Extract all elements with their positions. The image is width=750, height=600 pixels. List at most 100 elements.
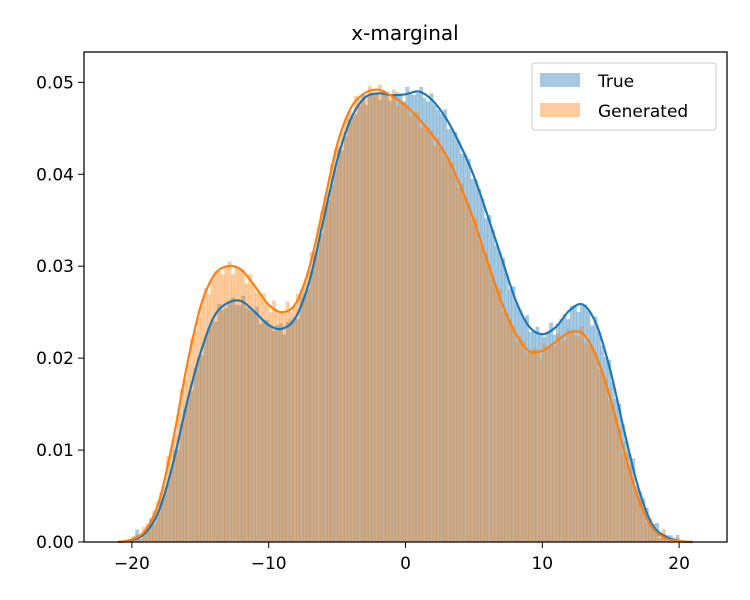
hist-bar-true-122 <box>549 322 553 542</box>
hist-bar-generated-106 <box>494 287 499 542</box>
hist-bar-generated-56 <box>323 196 328 542</box>
legend: True Generated <box>531 62 717 131</box>
hist-bar-generated-57 <box>326 190 331 542</box>
hist-bar-true-75 <box>388 100 393 543</box>
hist-bar-generated-5 <box>148 524 153 542</box>
hist-bar-true-52 <box>309 271 314 542</box>
y-tick-label-0: 0.00 <box>36 533 74 553</box>
hist-bar-generated-2 <box>138 539 143 542</box>
hist-bar-generated-6 <box>152 510 157 542</box>
hist-bar-true-123 <box>552 334 557 542</box>
hist-bar-true-14 <box>179 424 184 542</box>
hist-bar-true-106 <box>494 245 499 542</box>
hist-bar-true-121 <box>545 332 550 542</box>
hist-bar-true-64 <box>350 117 355 542</box>
hist-bar-generated-145 <box>627 467 632 542</box>
hist-bar-generated-20 <box>200 305 205 542</box>
hist-bar-true-149 <box>641 498 646 542</box>
hist-bar-generated-38 <box>261 293 266 542</box>
hist-bar-true-150 <box>644 507 649 542</box>
hist-bar-generated-137 <box>600 372 605 542</box>
legend-swatch-generated <box>540 103 580 117</box>
hist-bar-true-48 <box>296 319 300 542</box>
hist-bar-true-9 <box>162 494 167 542</box>
hist-bar-true-145 <box>627 454 632 542</box>
hist-bar-generated-103 <box>484 252 488 543</box>
hist-bar-true-33 <box>244 307 249 542</box>
hist-bar-true-7 <box>155 514 160 542</box>
hist-bar-generated-68 <box>364 95 369 543</box>
hist-bar-generated-7 <box>155 501 160 542</box>
hist-bar-true-151 <box>648 524 653 542</box>
hist-bar-true-36 <box>255 306 259 542</box>
hist-bar-true-87 <box>429 93 434 542</box>
hist-bar-generated-152 <box>651 528 656 542</box>
hist-bar-true-139 <box>607 359 612 542</box>
hist-bar-generated-4 <box>145 523 150 542</box>
hist-bar-true-65 <box>354 114 359 543</box>
hist-bar-generated-29 <box>231 274 235 542</box>
hist-bar-generated-105 <box>491 280 495 542</box>
hist-bar-true-148 <box>638 491 642 542</box>
hist-bar-generated-84 <box>419 127 423 542</box>
hist-bar-generated-120 <box>542 343 547 542</box>
legend-label-generated: Generated <box>598 102 688 122</box>
hist-bar-true-93 <box>449 128 454 543</box>
hist-bar-generated-37 <box>258 293 263 542</box>
hist-bar-true-62 <box>343 136 348 543</box>
hist-bar-true-37 <box>258 323 263 542</box>
hist-bar-generated-147 <box>634 494 639 542</box>
hist-bar-true-45 <box>285 321 290 542</box>
hist-bar-generated-49 <box>299 289 304 542</box>
hist-bar-true-13 <box>176 449 181 542</box>
hist-bar-true-50 <box>302 293 307 542</box>
hist-bar-generated-25 <box>217 271 222 542</box>
hist-bar-true-152 <box>651 523 656 542</box>
hist-bar-true-4 <box>145 530 150 542</box>
y-tick-label-1: 0.01 <box>36 441 74 461</box>
hist-bar-generated-64 <box>350 113 355 542</box>
hist-bar-true-40 <box>268 325 273 542</box>
hist-bar-true-10 <box>166 483 170 542</box>
hist-bar-true-117 <box>532 331 536 542</box>
hist-bar-true-57 <box>326 199 331 543</box>
hist-bar-generated-107 <box>497 289 502 542</box>
hist-bar-true-103 <box>484 218 488 542</box>
hist-bar-generated-108 <box>501 311 506 542</box>
hist-bar-true-98 <box>467 159 471 542</box>
hist-bar-generated-138 <box>603 378 608 542</box>
hist-bar-true-81 <box>408 94 413 542</box>
hist-bar-generated-143 <box>620 453 625 542</box>
y-tick-label-2: 0.02 <box>36 349 74 369</box>
hist-bar-true-41 <box>272 330 276 542</box>
hist-bar-true-88 <box>432 104 437 543</box>
hist-bar-true-77 <box>395 92 400 542</box>
hist-bar-generated-58 <box>330 164 335 542</box>
hist-bar-true-63 <box>347 119 352 542</box>
hist-bar-generated-154 <box>658 538 663 542</box>
hist-bar-true-109 <box>504 273 509 542</box>
hist-bar-true-25 <box>217 304 222 542</box>
hist-bar-true-73 <box>381 89 386 543</box>
hist-bar-generated-41 <box>272 300 276 542</box>
hist-bar-generated-111 <box>511 325 516 542</box>
hist-bar-true-120 <box>542 336 547 542</box>
hist-bar-true-44 <box>282 334 287 542</box>
hist-bar-true-140 <box>610 382 615 542</box>
hist-bar-true-43 <box>278 323 283 542</box>
hist-bar-generated-148 <box>638 496 642 542</box>
hist-bar-generated-44 <box>282 313 287 542</box>
hist-bar-true-92 <box>446 128 451 543</box>
hist-bar-generated-109 <box>504 312 509 542</box>
hist-bar-true-86 <box>426 101 430 542</box>
hist-bar-true-141 <box>614 398 618 542</box>
hist-bar-generated-142 <box>617 428 622 542</box>
hist-bar-true-28 <box>227 302 232 542</box>
hist-bar-generated-47 <box>292 306 297 542</box>
hist-bar-generated-121 <box>545 347 550 542</box>
hist-bar-generated-27 <box>224 265 229 542</box>
hist-bar-true-134 <box>590 325 595 542</box>
hist-bar-true-118 <box>535 326 540 542</box>
hist-bar-true-115 <box>525 315 530 542</box>
hist-bar-generated-93 <box>449 162 454 543</box>
